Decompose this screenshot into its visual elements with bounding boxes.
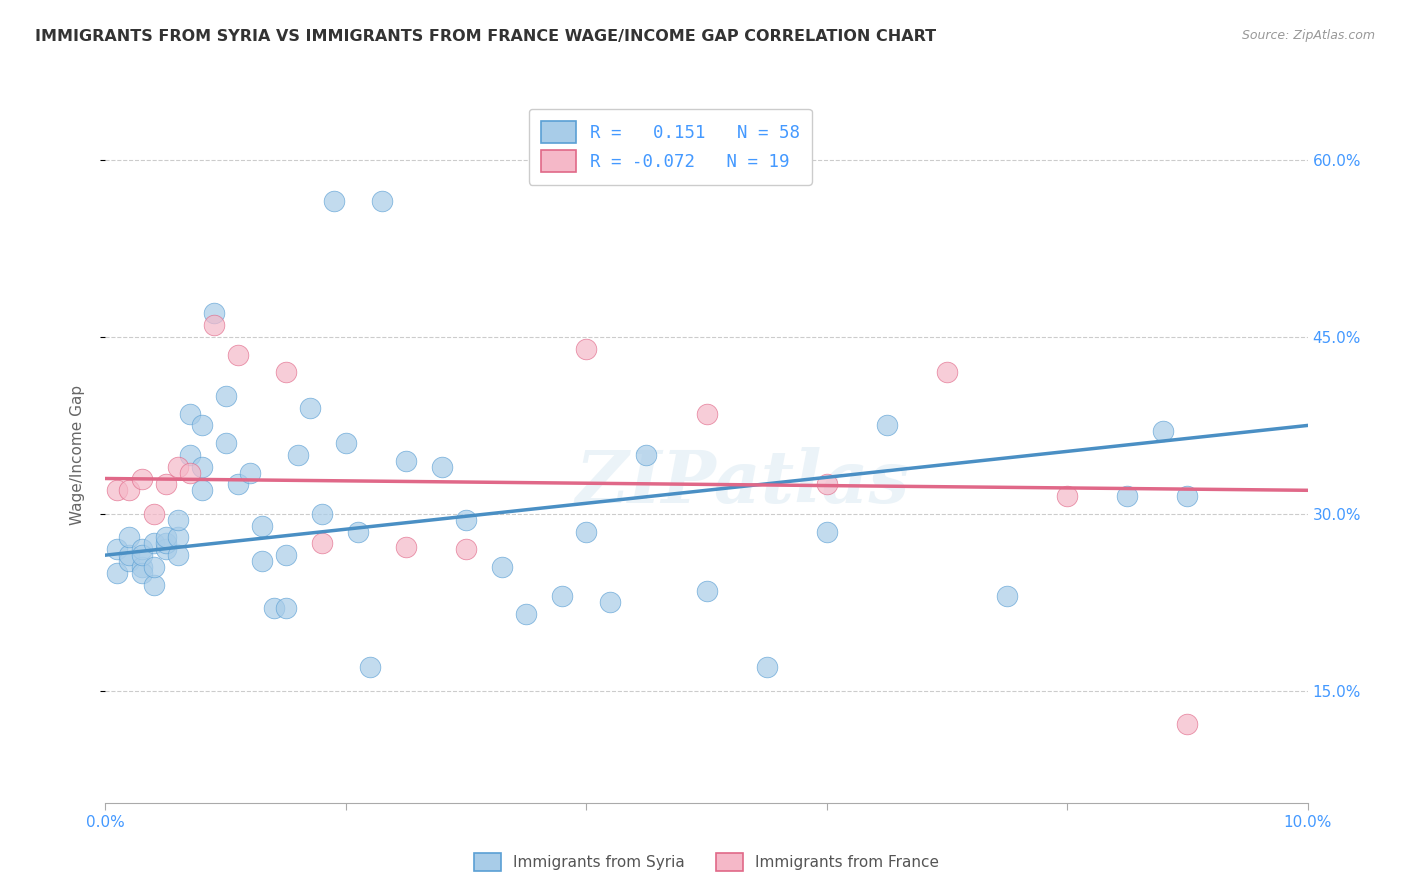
Point (202, 318, 225, 333)
Point (491, 560, 513, 574)
Point (1152, 425, 1174, 439)
Point (131, 548, 153, 562)
Point (155, 531, 177, 545)
Point (755, 660, 778, 674)
Point (395, 454, 418, 468)
Point (142, 507, 165, 521)
Point (226, 348, 249, 362)
Point (118, 548, 141, 562)
Point (575, 342, 598, 356)
Point (696, 407, 718, 421)
Point (179, 448, 201, 462)
Point (815, 477, 838, 491)
Point (936, 365, 959, 379)
Point (371, 194, 394, 209)
Point (131, 566, 153, 580)
Point (118, 531, 141, 545)
Point (239, 466, 262, 480)
Point (1116, 489, 1139, 503)
Point (250, 554, 273, 568)
Point (815, 524, 838, 539)
Point (250, 518, 273, 533)
Point (166, 548, 188, 562)
Point (131, 542, 153, 557)
Point (575, 524, 598, 539)
Text: ZIPatlas: ZIPatlas (575, 447, 910, 518)
Y-axis label: Wage/Income Gap: Wage/Income Gap (70, 384, 84, 525)
Legend: Immigrants from Syria, Immigrants from France: Immigrants from Syria, Immigrants from F… (465, 846, 948, 879)
Point (311, 507, 333, 521)
Point (636, 448, 658, 462)
Point (202, 306, 225, 320)
Point (214, 389, 236, 403)
Point (190, 483, 212, 498)
Point (515, 607, 537, 621)
Point (166, 531, 188, 545)
Point (155, 542, 177, 557)
Point (1056, 489, 1078, 503)
Point (118, 483, 141, 498)
Point (298, 401, 321, 415)
Point (274, 601, 297, 615)
Point (454, 542, 477, 557)
Point (131, 560, 153, 574)
Point (107, 542, 129, 557)
Point (131, 471, 153, 485)
Point (142, 536, 165, 550)
Point (190, 418, 212, 433)
Point (395, 540, 418, 554)
Point (274, 548, 297, 562)
Point (454, 513, 477, 527)
Point (335, 436, 357, 450)
Point (876, 418, 898, 433)
Point (347, 524, 370, 539)
Point (179, 466, 201, 480)
Point (142, 560, 165, 574)
Point (322, 194, 344, 209)
Point (430, 459, 453, 474)
Point (166, 513, 188, 527)
Point (551, 590, 574, 604)
Point (287, 448, 309, 462)
Point (214, 436, 236, 450)
Point (263, 601, 285, 615)
Point (107, 566, 129, 580)
Point (274, 365, 297, 379)
Point (166, 459, 188, 474)
Point (118, 554, 141, 568)
Text: Source: ZipAtlas.com: Source: ZipAtlas.com (1241, 29, 1375, 42)
Point (155, 477, 177, 491)
Point (599, 595, 621, 609)
Point (1175, 716, 1198, 731)
Point (311, 536, 333, 550)
Point (179, 407, 201, 421)
Point (142, 577, 165, 591)
Point (1175, 489, 1198, 503)
Point (359, 660, 381, 674)
Point (995, 590, 1018, 604)
Point (107, 483, 129, 498)
Point (190, 459, 212, 474)
Text: IMMIGRANTS FROM SYRIA VS IMMIGRANTS FROM FRANCE WAGE/INCOME GAP CORRELATION CHAR: IMMIGRANTS FROM SYRIA VS IMMIGRANTS FROM… (35, 29, 936, 44)
Point (155, 536, 177, 550)
Point (696, 583, 718, 598)
Point (226, 477, 249, 491)
